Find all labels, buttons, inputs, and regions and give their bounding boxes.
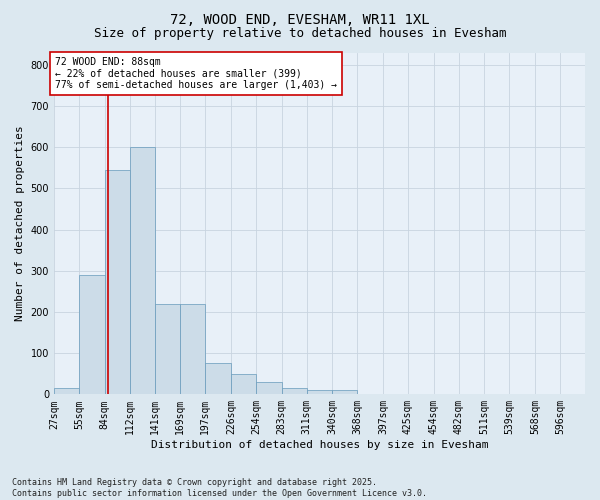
Bar [205, 364, 231, 394]
Bar [231, 374, 256, 394]
Bar [256, 382, 281, 394]
Bar [155, 304, 180, 394]
Text: 72, WOOD END, EVESHAM, WR11 1XL: 72, WOOD END, EVESHAM, WR11 1XL [170, 12, 430, 26]
X-axis label: Distribution of detached houses by size in Evesham: Distribution of detached houses by size … [151, 440, 488, 450]
Bar [54, 388, 79, 394]
Bar [307, 390, 332, 394]
Y-axis label: Number of detached properties: Number of detached properties [15, 126, 25, 322]
Text: 72 WOOD END: 88sqm
← 22% of detached houses are smaller (399)
77% of semi-detach: 72 WOOD END: 88sqm ← 22% of detached hou… [55, 56, 337, 90]
Text: Contains HM Land Registry data © Crown copyright and database right 2025.
Contai: Contains HM Land Registry data © Crown c… [12, 478, 427, 498]
Bar [332, 390, 357, 394]
Bar [104, 170, 130, 394]
Bar [79, 275, 104, 394]
Bar [180, 304, 205, 394]
Text: Size of property relative to detached houses in Evesham: Size of property relative to detached ho… [94, 28, 506, 40]
Bar [281, 388, 307, 394]
Bar [130, 147, 155, 394]
